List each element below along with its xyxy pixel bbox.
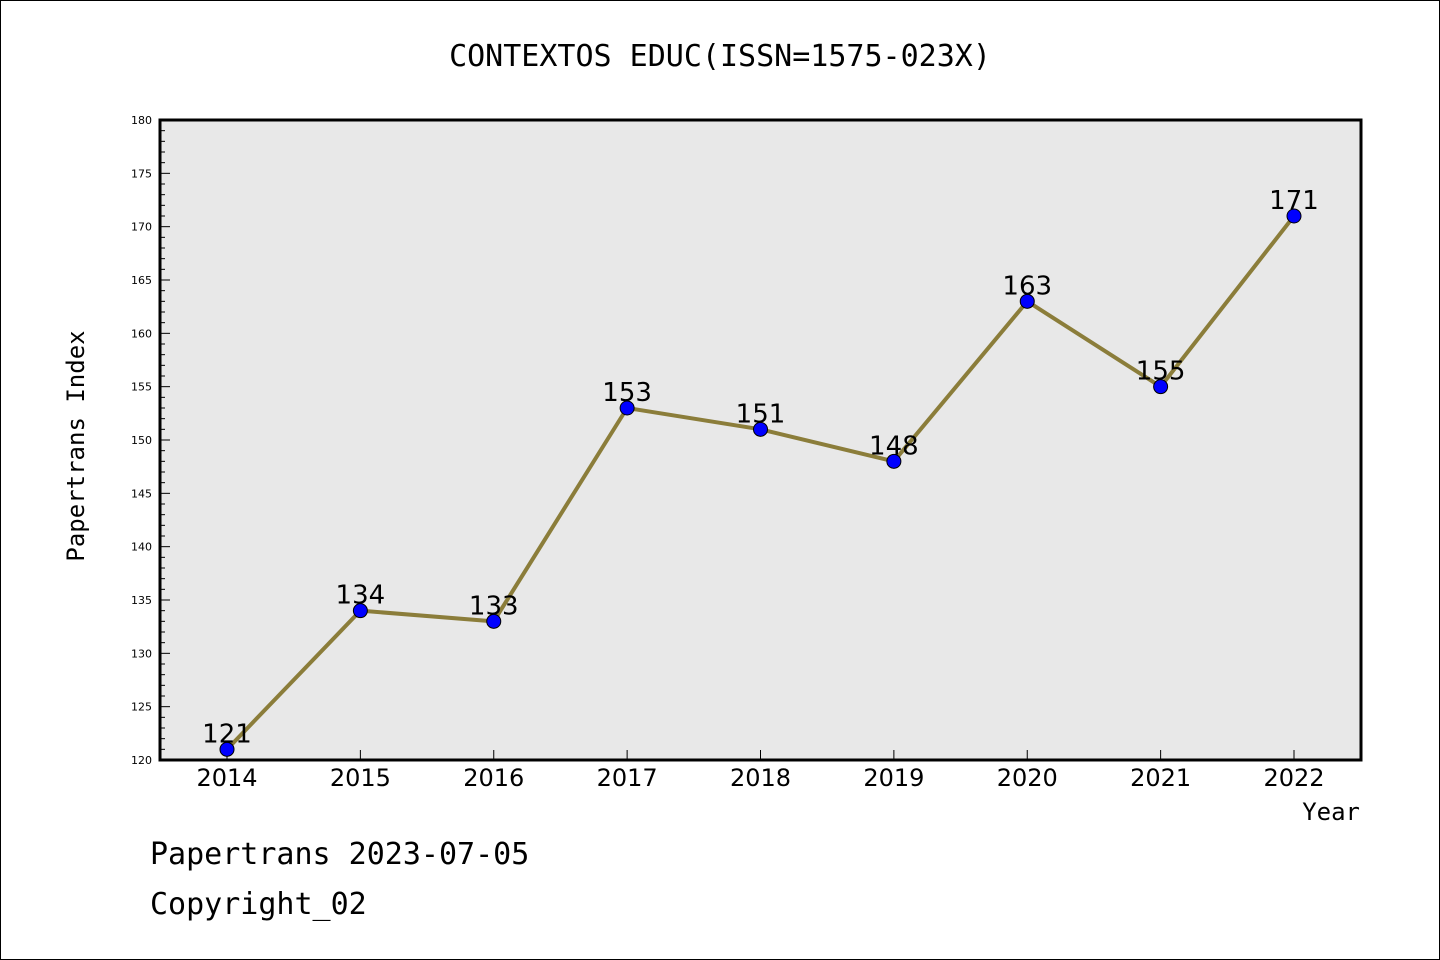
y-tick-label: 145	[131, 487, 152, 500]
data-label: 171	[1269, 186, 1319, 216]
y-tick-label: 180	[131, 114, 152, 127]
x-tick-label: 2017	[597, 764, 658, 792]
plot-border	[158, 118, 1363, 762]
data-point	[1286, 208, 1302, 224]
data-label: 134	[336, 581, 386, 611]
x-tick-label: 2014	[196, 764, 257, 792]
data-label: 163	[1002, 271, 1052, 301]
y-tick-label: 160	[131, 327, 152, 340]
y-tick-label: 130	[131, 647, 152, 660]
data-point	[219, 741, 235, 757]
x-axis-label: Year	[1302, 798, 1360, 826]
y-axis-label: Papertrans Index	[62, 330, 90, 561]
data-point	[619, 400, 635, 416]
data-point	[352, 603, 368, 619]
data-labels: 121 134 133 153 151 148 163 155 171	[202, 186, 1319, 749]
y-tick-label: 175	[131, 167, 152, 180]
y-tick-label: 140	[131, 541, 152, 554]
y-tick-label: 125	[131, 701, 152, 714]
y-tick-label: 150	[131, 434, 152, 447]
x-tick-label: 2020	[997, 764, 1058, 792]
data-label: 155	[1136, 357, 1186, 387]
x-tick-label: 2015	[330, 764, 391, 792]
x-axis-ticks: 2014 2015 2016 2017 2018 2019 2020 2021 2022	[196, 750, 1325, 792]
x-tick-label: 2018	[730, 764, 791, 792]
x-tick-label: 2016	[463, 764, 524, 792]
data-point	[1019, 293, 1035, 309]
y-tick-label: 155	[131, 381, 152, 394]
y-tick-label: 170	[131, 221, 152, 234]
footer-copyright: Copyright_02	[150, 887, 367, 922]
x-tick-label: 2021	[1130, 764, 1191, 792]
data-point	[753, 421, 768, 437]
chart-title: CONTEXTOS EDUC(ISSN=1575-023X)	[449, 39, 991, 74]
data-point	[486, 613, 502, 629]
data-label: 151	[736, 399, 786, 429]
data-point	[886, 453, 902, 469]
data-markers	[219, 208, 1302, 757]
data-label: 153	[602, 378, 652, 408]
footer-date: Papertrans 2023-07-05	[150, 837, 529, 872]
data-label: 133	[469, 591, 519, 621]
data-label: 121	[202, 719, 252, 749]
y-tick-label: 135	[131, 594, 152, 607]
x-tick-label: 2022	[1263, 764, 1324, 792]
y-tick-label: 165	[131, 274, 152, 287]
plot-area	[160, 120, 1361, 760]
x-tick-label: 2019	[863, 764, 924, 792]
y-tick-label: 120	[131, 754, 152, 767]
data-point	[1153, 379, 1169, 395]
data-label: 148	[869, 431, 919, 461]
